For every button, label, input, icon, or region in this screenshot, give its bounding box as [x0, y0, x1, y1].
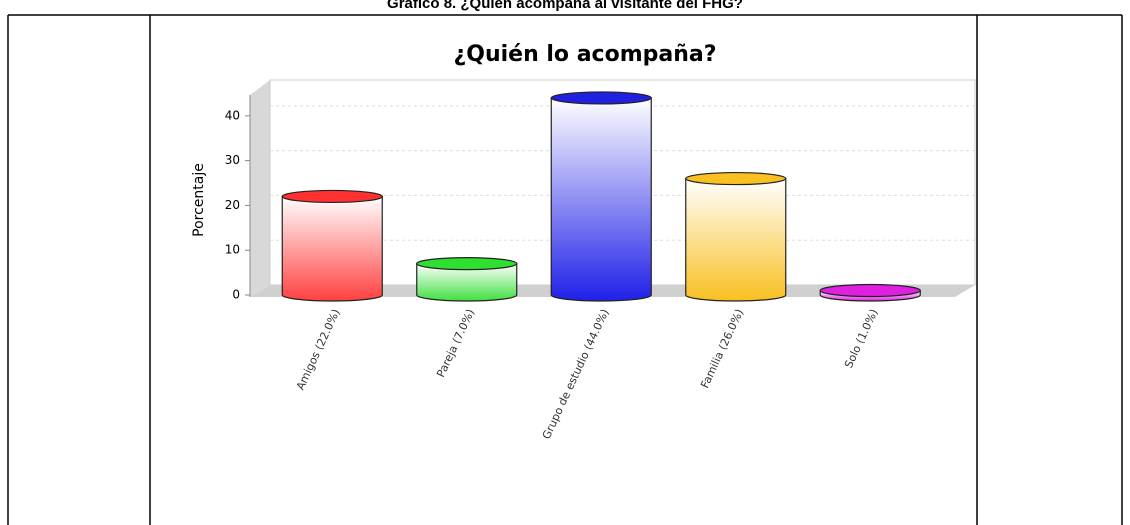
bar-top [819, 283, 921, 298]
y-tick-label: 20 [225, 198, 240, 212]
chart-title: ¿Quién lo acompaña? [453, 42, 716, 67]
bar-top [550, 91, 652, 105]
bar-top [416, 257, 518, 271]
x-tick-label: Grupo de estudio (44.0%) [540, 307, 612, 441]
bar [550, 97, 652, 302]
bar [281, 195, 383, 302]
x-tick-label: Pareja (7.0%) [434, 307, 477, 379]
bar [416, 263, 518, 302]
x-tick-label: Solo (1.0%) [842, 307, 881, 370]
y-axis-label: Porcentaje [191, 163, 207, 237]
y-tick-label: 40 [225, 108, 240, 122]
x-tick-label: Familia (26.0%) [698, 307, 746, 390]
bar [685, 177, 787, 302]
left-wall [250, 80, 270, 297]
x-tick-label: Amigos (22.0%) [294, 307, 343, 392]
frame [7, 14, 1123, 525]
bar-top [685, 171, 787, 186]
caption: Gráfico 8. ¿Quién acompaña al visitante … [387, 0, 743, 12]
y-tick-label: 10 [225, 243, 240, 257]
y-tick-label: 0 [232, 288, 240, 302]
bar-top [281, 189, 383, 204]
y-tick-label: 30 [225, 153, 240, 167]
